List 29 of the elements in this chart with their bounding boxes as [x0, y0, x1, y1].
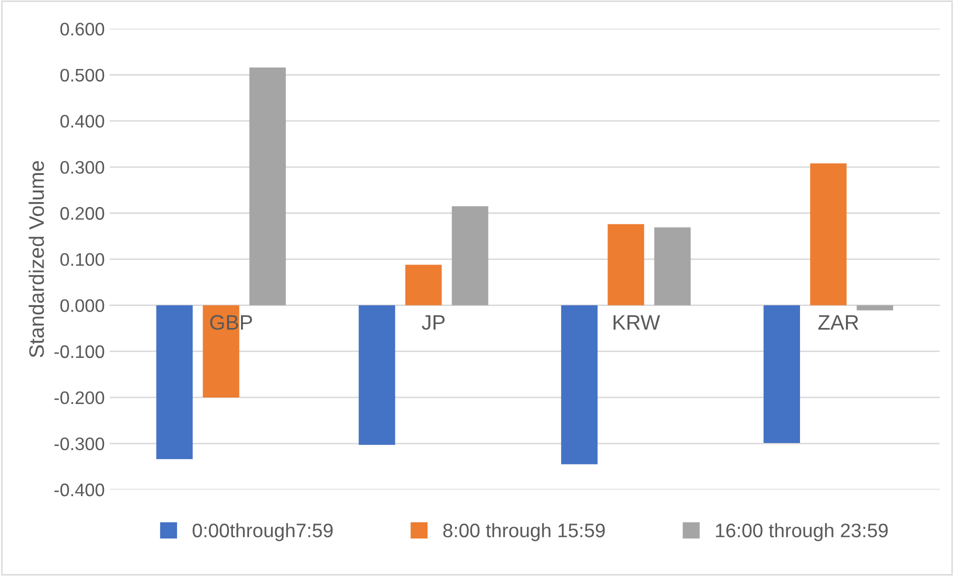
- bar: [608, 224, 644, 306]
- x-tick-label: KRW: [614, 315, 660, 330]
- bar: [249, 68, 286, 306]
- y-tick-label: 0.600: [60, 22, 104, 36]
- y-tick-label: 0.300: [60, 160, 104, 174]
- bar: [358, 305, 396, 445]
- y-axis-title: Standardized Volume: [28, 161, 44, 358]
- bar: [452, 206, 488, 306]
- y-tick-label: 0.400: [60, 114, 104, 128]
- bar: [810, 163, 847, 306]
- y-tick-label: -0.200: [54, 391, 104, 404]
- legend-label: 16:00 through 23:59: [716, 523, 888, 542]
- y-tick-label: -0.300: [54, 437, 104, 450]
- legend-label: 8:00 through 15:59: [443, 523, 605, 542]
- y-tick-label: 0.000: [60, 299, 104, 312]
- bar: [856, 305, 894, 310]
- y-tick-label: -0.400: [54, 484, 104, 496]
- y-tick-label: 0.500: [60, 68, 104, 82]
- bar: [561, 305, 598, 464]
- bar: [764, 305, 800, 444]
- y-tick-label: 0.100: [60, 253, 104, 266]
- x-tick-label: ZAR: [818, 315, 858, 330]
- y-tick-label: -0.100: [54, 345, 104, 358]
- legend-label: 0:00through7:59: [192, 523, 333, 542]
- bar: [654, 227, 691, 306]
- bar: [156, 305, 193, 460]
- y-tick-label: 0.200: [60, 207, 104, 220]
- bar: [405, 264, 442, 306]
- x-tick-label: JP: [422, 315, 445, 330]
